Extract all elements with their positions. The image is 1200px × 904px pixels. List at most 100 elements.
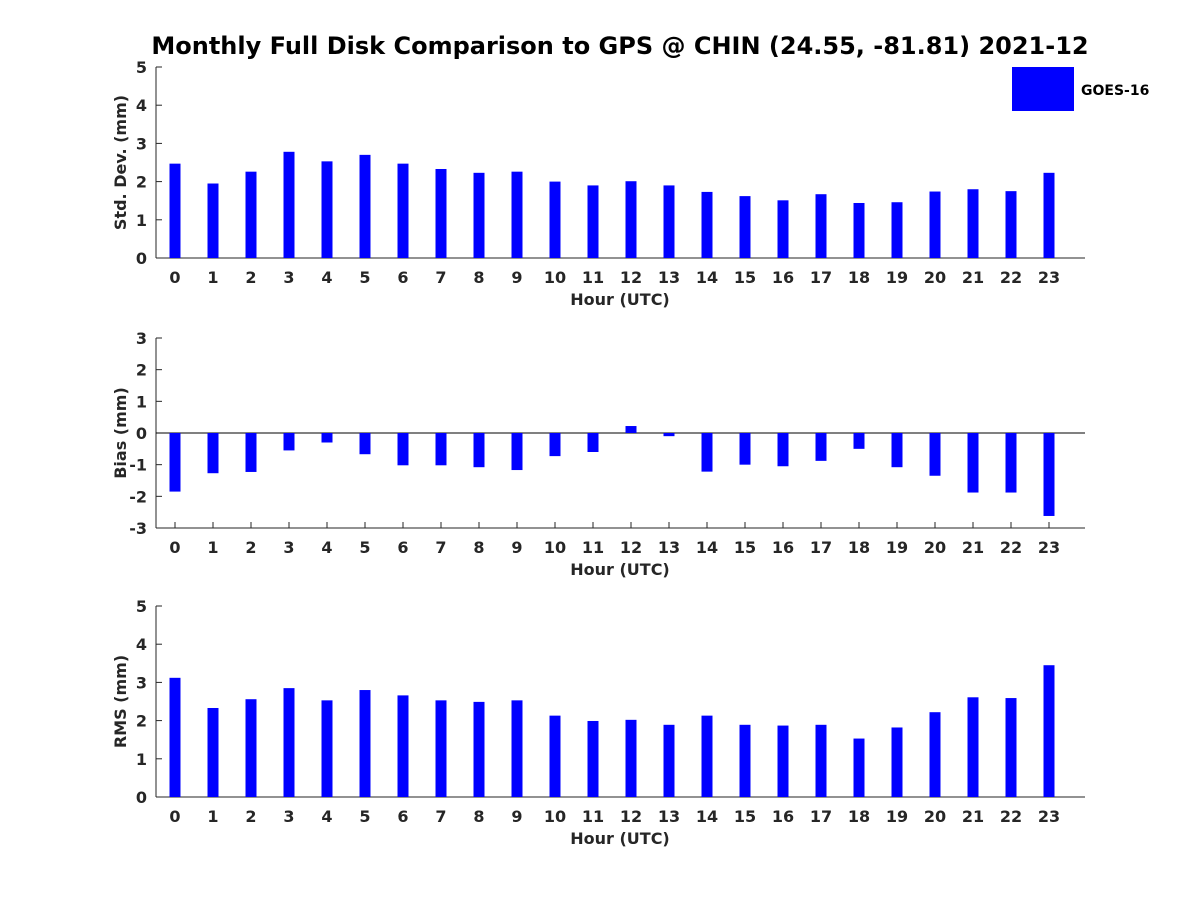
rms-x-tick-label: 14 <box>696 807 718 826</box>
stddev-y-tick-label: 4 <box>136 96 147 115</box>
bias-bar-hour-22 <box>1005 433 1017 493</box>
rms-bar-hour-10 <box>549 715 561 797</box>
bias-bar-hour-0 <box>169 433 181 492</box>
rms-x-tick-label: 13 <box>658 807 680 826</box>
bias-bar-hour-20 <box>929 433 941 476</box>
rms-x-tick-label: 5 <box>359 807 370 826</box>
rms-y-tick-label: 0 <box>136 788 147 807</box>
bias-y-tick-label: 1 <box>136 392 147 411</box>
bias-x-tick-label: 18 <box>848 538 870 557</box>
stddev-x-tick-label: 10 <box>544 268 566 287</box>
bias-bar-hour-23 <box>1043 433 1055 516</box>
stddev-bar-hour-11 <box>587 185 599 258</box>
bias-x-axis-label: Hour (UTC) <box>570 560 670 579</box>
stddev-bar-hour-16 <box>777 200 789 258</box>
bias-bar-hour-16 <box>777 433 789 467</box>
rms-x-tick-label: 8 <box>473 807 484 826</box>
stddev-bar-hour-15 <box>739 196 751 258</box>
stddev-bar-hour-3 <box>283 151 295 258</box>
stddev-bar-hour-13 <box>663 185 675 258</box>
bias-x-tick-label: 0 <box>169 538 180 557</box>
stddev-x-tick-label: 3 <box>283 268 294 287</box>
stddev-bar-hour-23 <box>1043 172 1055 258</box>
stddev-bar-hour-8 <box>473 172 485 258</box>
stddev-bar-hour-0 <box>169 163 181 258</box>
bias-bar-hour-8 <box>473 433 485 468</box>
bias-x-tick-label: 16 <box>772 538 794 557</box>
rms-bar-hour-2 <box>245 699 257 797</box>
rms-bar-hour-16 <box>777 725 789 797</box>
legend-label: GOES-16 <box>1081 83 1149 99</box>
rms-x-tick-label: 0 <box>169 807 180 826</box>
rms-bar-hour-4 <box>321 700 333 797</box>
rms-x-tick-label: 12 <box>620 807 642 826</box>
stddev-x-tick-label: 20 <box>924 268 946 287</box>
rms-x-tick-label: 16 <box>772 807 794 826</box>
rms-x-tick-label: 22 <box>1000 807 1022 826</box>
rms-bar-hour-13 <box>663 724 675 797</box>
rms-bar-hour-15 <box>739 724 751 797</box>
bias-x-tick-label: 19 <box>886 538 908 557</box>
stddev-x-tick-label: 18 <box>848 268 870 287</box>
rms-bar-hour-0 <box>169 677 181 797</box>
rms-bar-hour-19 <box>891 727 903 797</box>
stddev-y-tick-label: 5 <box>136 58 147 77</box>
rms-bar-hour-17 <box>815 724 827 797</box>
rms-bar-hour-7 <box>435 700 447 797</box>
bias-x-tick-label: 2 <box>245 538 256 557</box>
rms-bar-hour-11 <box>587 720 599 797</box>
bias-bar-hour-12 <box>625 426 637 433</box>
bias-bar-hour-11 <box>587 433 599 452</box>
stddev-bar-hour-4 <box>321 161 333 258</box>
rms-x-tick-label: 17 <box>810 807 832 826</box>
bias-bar-hour-21 <box>967 433 979 493</box>
rms-bar-hour-14 <box>701 715 713 797</box>
stddev-bar-hour-14 <box>701 191 713 258</box>
stddev-y-tick-label: 2 <box>136 173 147 192</box>
rms-x-tick-label: 18 <box>848 807 870 826</box>
rms-x-tick-label: 6 <box>397 807 408 826</box>
rms-x-tick-label: 11 <box>582 807 604 826</box>
bias-x-tick-label: 9 <box>511 538 522 557</box>
bias-y-tick-label: 3 <box>136 329 147 348</box>
bias-y-tick-label: 2 <box>136 361 147 380</box>
rms-x-tick-label: 10 <box>544 807 566 826</box>
rms-y-tick-label: 4 <box>136 635 147 654</box>
legend: GOES-16 <box>1012 67 1149 111</box>
stddev-x-tick-label: 19 <box>886 268 908 287</box>
bias-x-tick-label: 14 <box>696 538 718 557</box>
bias-bar-hour-9 <box>511 433 523 471</box>
stddev-y-tick-label: 3 <box>136 134 147 153</box>
bias-x-tick-label: 1 <box>207 538 218 557</box>
stddev-bar-hour-5 <box>359 154 371 258</box>
rms-y-tick-label: 5 <box>136 597 147 616</box>
bias-y-tick-label: -1 <box>129 456 147 475</box>
stddev-x-tick-label: 17 <box>810 268 832 287</box>
rms-y-axis-label: RMS (mm) <box>111 655 130 748</box>
rms-x-axis-label: Hour (UTC) <box>570 829 670 848</box>
rms-x-tick-label: 1 <box>207 807 218 826</box>
stddev-bar-hour-22 <box>1005 191 1017 258</box>
rms-x-tick-label: 21 <box>962 807 984 826</box>
stddev-bar-hour-17 <box>815 194 827 258</box>
bias-x-tick-label: 13 <box>658 538 680 557</box>
stddev-bar-hour-12 <box>625 181 637 258</box>
stddev-bar-hour-7 <box>435 168 447 258</box>
bias-x-tick-label: 7 <box>435 538 446 557</box>
rms-bar-hour-12 <box>625 719 637 797</box>
stddev-bar-hour-9 <box>511 171 523 258</box>
bias-x-tick-label: 10 <box>544 538 566 557</box>
stddev-x-tick-label: 22 <box>1000 268 1022 287</box>
rms-y-tick-label: 2 <box>136 712 147 731</box>
rms-x-tick-label: 9 <box>511 807 522 826</box>
stddev-bar-hour-6 <box>397 163 409 258</box>
bias-y-axis-label: Bias (mm) <box>111 387 130 479</box>
stddev-bar-hour-1 <box>207 183 219 258</box>
bias-x-tick-label: 21 <box>962 538 984 557</box>
stddev-x-tick-label: 12 <box>620 268 642 287</box>
stddev-y-tick-label: 0 <box>136 249 147 268</box>
bias-bar-hour-5 <box>359 433 371 455</box>
